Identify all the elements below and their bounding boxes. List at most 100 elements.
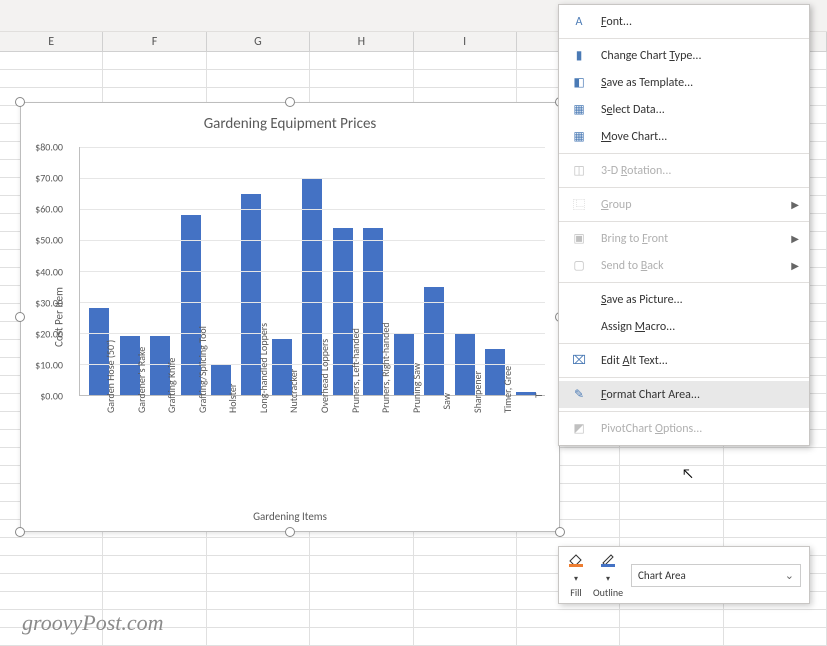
fill-label: Fill bbox=[570, 586, 581, 599]
resize-handle-bottom[interactable] bbox=[285, 527, 295, 537]
resize-handle-br[interactable] bbox=[555, 527, 565, 537]
cell[interactable] bbox=[310, 52, 413, 69]
y-tick-label: $70.00 bbox=[35, 172, 63, 185]
cell[interactable] bbox=[724, 448, 827, 465]
menu-separator bbox=[559, 153, 809, 154]
cell[interactable] bbox=[724, 484, 827, 501]
cell[interactable] bbox=[310, 70, 413, 87]
grid-line bbox=[80, 209, 545, 210]
cell[interactable] bbox=[103, 52, 206, 69]
cell[interactable] bbox=[414, 592, 517, 609]
menu-separator bbox=[559, 343, 809, 344]
column-header[interactable]: E bbox=[0, 32, 103, 51]
column-header[interactable]: I bbox=[414, 32, 517, 51]
x-axis-labels[interactable]: Garden Hose (50')Gardener's RakeGrafting… bbox=[79, 393, 545, 503]
cell[interactable] bbox=[207, 610, 310, 627]
resize-handle-bl[interactable] bbox=[15, 527, 25, 537]
cell[interactable] bbox=[620, 520, 723, 537]
cell[interactable] bbox=[0, 70, 103, 87]
cell[interactable] bbox=[0, 574, 103, 591]
submenu-arrow-icon: ▶ bbox=[791, 259, 799, 272]
cell[interactable] bbox=[103, 70, 206, 87]
menu-icon: ▦ bbox=[569, 129, 589, 144]
cell[interactable] bbox=[207, 70, 310, 87]
y-tick-label: $60.00 bbox=[35, 203, 63, 216]
menu-icon: ◫ bbox=[569, 163, 589, 178]
menu-item-label: Move Chart... bbox=[601, 130, 799, 144]
chart-element-select[interactable]: Chart Area ⌄ bbox=[631, 564, 801, 587]
cell[interactable] bbox=[620, 466, 723, 483]
cell[interactable] bbox=[414, 538, 517, 555]
cell[interactable] bbox=[0, 538, 103, 555]
y-tick-label: $0.00 bbox=[40, 390, 63, 403]
cell[interactable] bbox=[103, 538, 206, 555]
cell[interactable] bbox=[103, 592, 206, 609]
cell[interactable] bbox=[414, 574, 517, 591]
cell[interactable] bbox=[620, 628, 723, 645]
menu-item[interactable]: ▮Change Chart Type... bbox=[559, 42, 809, 69]
cell[interactable] bbox=[517, 628, 620, 645]
menu-item[interactable]: ✎Format Chart Area... bbox=[559, 381, 809, 408]
cell[interactable] bbox=[620, 484, 723, 501]
cell[interactable] bbox=[620, 610, 723, 627]
menu-item[interactable]: ◧Save as Template... bbox=[559, 69, 809, 96]
grid-line bbox=[80, 240, 545, 241]
cell[interactable] bbox=[310, 556, 413, 573]
column-header[interactable]: H bbox=[310, 32, 413, 51]
cell[interactable] bbox=[310, 610, 413, 627]
cell[interactable] bbox=[207, 592, 310, 609]
column-header[interactable]: G bbox=[207, 32, 310, 51]
menu-item-label: PivotChart Options... bbox=[601, 422, 799, 436]
chart-area[interactable]: Gardening Equipment Prices Cost Per Item… bbox=[20, 102, 560, 532]
cell[interactable] bbox=[103, 574, 206, 591]
cell[interactable] bbox=[0, 556, 103, 573]
cell[interactable] bbox=[414, 610, 517, 627]
y-tick-label: $40.00 bbox=[35, 265, 63, 278]
cell[interactable] bbox=[310, 574, 413, 591]
menu-item[interactable]: A Font... bbox=[559, 8, 809, 35]
cell[interactable] bbox=[0, 592, 103, 609]
resize-handle-tl[interactable] bbox=[15, 97, 25, 107]
cell[interactable] bbox=[414, 70, 517, 87]
cell[interactable] bbox=[724, 502, 827, 519]
cell[interactable] bbox=[207, 628, 310, 645]
cell[interactable] bbox=[620, 448, 723, 465]
menu-icon: ⌧ bbox=[569, 353, 589, 368]
cell[interactable] bbox=[310, 538, 413, 555]
menu-item-label: Font... bbox=[601, 15, 799, 29]
chart-plot-area[interactable] bbox=[79, 147, 545, 396]
chart-title[interactable]: Gardening Equipment Prices bbox=[21, 103, 559, 141]
cell[interactable] bbox=[724, 520, 827, 537]
menu-item[interactable]: Assign Macro... bbox=[559, 313, 809, 340]
menu-item[interactable]: Save as Picture... bbox=[559, 286, 809, 313]
cell[interactable] bbox=[310, 592, 413, 609]
column-header[interactable]: F bbox=[103, 32, 206, 51]
cell[interactable] bbox=[620, 502, 723, 519]
cell[interactable] bbox=[724, 628, 827, 645]
menu-item[interactable]: ▦ Move Chart... bbox=[559, 123, 809, 150]
outline-button[interactable]: ▾ Outline bbox=[593, 551, 623, 599]
menu-item: ▣Bring to Front▶ bbox=[559, 225, 809, 252]
cell[interactable] bbox=[724, 466, 827, 483]
cell[interactable] bbox=[207, 538, 310, 555]
cell[interactable] bbox=[414, 628, 517, 645]
cell[interactable] bbox=[207, 52, 310, 69]
cell[interactable] bbox=[414, 556, 517, 573]
menu-item[interactable]: ⌧Edit Alt Text... bbox=[559, 347, 809, 374]
menu-item[interactable]: ▦Select Data... bbox=[559, 96, 809, 123]
fill-button[interactable]: ▾ Fill bbox=[567, 551, 585, 599]
resize-handle-top[interactable] bbox=[285, 97, 295, 107]
x-axis-label[interactable]: Gardening Items bbox=[21, 510, 559, 523]
cell[interactable] bbox=[103, 556, 206, 573]
cell[interactable] bbox=[517, 610, 620, 627]
cell[interactable] bbox=[207, 574, 310, 591]
menu-icon: ⿺ bbox=[569, 196, 589, 213]
menu-icon: ◩ bbox=[569, 421, 589, 436]
cell[interactable] bbox=[310, 628, 413, 645]
cell[interactable] bbox=[724, 610, 827, 627]
cell[interactable] bbox=[207, 556, 310, 573]
menu-icon: A bbox=[569, 15, 589, 29]
cell[interactable] bbox=[0, 52, 103, 69]
grid-line bbox=[80, 364, 545, 365]
cell[interactable] bbox=[414, 52, 517, 69]
